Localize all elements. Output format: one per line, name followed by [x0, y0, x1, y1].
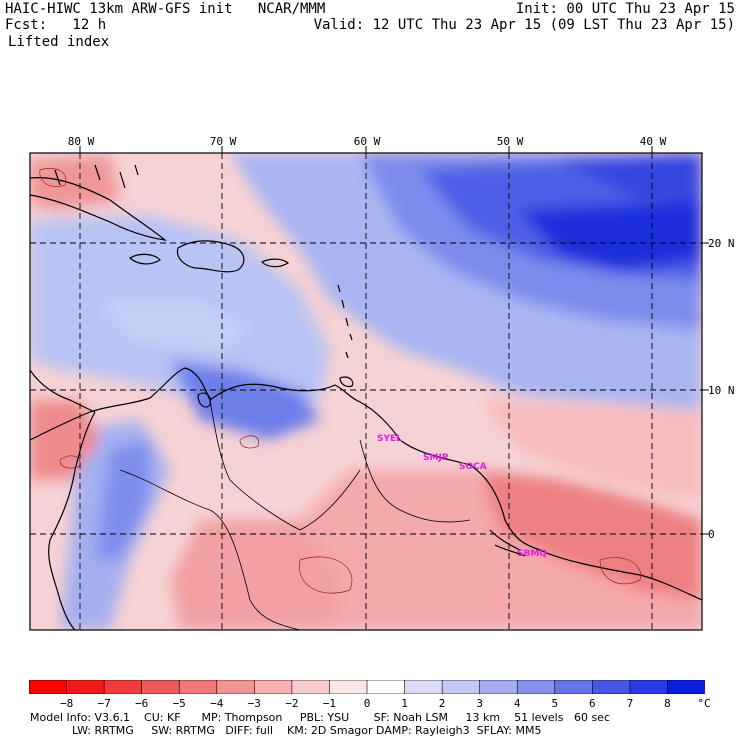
station-smjp: SMJP	[423, 453, 449, 463]
axis-ticks	[79, 146, 709, 535]
lon-label-50w: 50 W	[496, 135, 524, 148]
colorbar-tick-label: −5	[172, 697, 186, 710]
lifted-index-field	[30, 153, 702, 630]
station-sbmq: SBMQ	[517, 549, 547, 559]
colorbar-swatch	[667, 680, 705, 694]
colorbar-tick-label: 3	[476, 697, 483, 710]
init-time: Init: 00 UTC Thu 23 Apr 15	[515, 1, 735, 17]
lon-label-70w: 70 W	[209, 135, 237, 148]
colorbar-tick-label: −8	[59, 697, 74, 710]
station-syel: SYEL	[377, 434, 402, 444]
colorbar-tick-label: 2	[438, 697, 446, 710]
colorbar-swatch	[629, 680, 669, 694]
colorbar-tick-label: 8	[664, 697, 671, 710]
lat-label-20n: 20 N	[708, 237, 735, 250]
colorbar-swatch	[404, 680, 443, 694]
colorbar-swatch	[592, 680, 631, 694]
colorbar-tick-label: 4	[513, 697, 521, 710]
map-frame	[29, 152, 703, 631]
colorbar-swatch	[141, 680, 181, 694]
model-info-line-1: Model Info: V3.6.1 CU: KF MP: Thompson P…	[30, 711, 610, 724]
colorbar-tick-label: −6	[135, 697, 149, 710]
colorbar-tick-label: 0	[363, 697, 371, 710]
colorbar-swatch	[329, 680, 368, 694]
lon-label-60w: 60 W	[353, 135, 381, 148]
lat-label-0: 0	[708, 528, 715, 541]
valid-time: Valid: 12 UTC Thu 23 Apr 15 (09 LST Thu …	[313, 17, 735, 33]
model-info-line-2: LW: RRTMG SW: RRTMG DIFF: full KM: 2D Sm…	[30, 724, 542, 737]
colorbar-tick-label: −7	[97, 697, 111, 710]
colorbar-tick-label: −2	[285, 697, 299, 710]
colorbar-tick-label: −3	[247, 697, 261, 710]
colorbar-swatch	[103, 680, 143, 694]
lon-label-40w: 40 W	[639, 135, 667, 148]
field-name: Lifted index	[8, 34, 110, 50]
lat-label-10n: 10 N	[708, 384, 735, 397]
colorbar-swatch	[66, 680, 105, 694]
colorbar-swatch	[291, 680, 331, 694]
colorbar-tick-label: −4	[210, 697, 224, 710]
colorbar-tick-label: −1	[322, 697, 337, 710]
colorbar-tick-label: 7	[626, 697, 634, 710]
lon-label-80w: 80 W	[67, 135, 95, 148]
colorbar	[29, 680, 705, 694]
colorbar-swatch	[216, 680, 256, 694]
graticule	[30, 153, 702, 630]
colorbar-swatch	[479, 680, 519, 694]
colorbar-swatch	[254, 680, 293, 694]
colorbar-tick-label: 1	[401, 697, 408, 710]
coastlines	[30, 164, 702, 630]
colorbar-swatch	[554, 680, 594, 694]
station-markers: SYEL SMJP SOCA SBMQ	[377, 434, 547, 559]
colorbar-swatch	[441, 680, 481, 694]
colorbar-unit: °C	[697, 697, 711, 710]
colorbar-swatch	[29, 680, 68, 694]
model-title: HAIC-HIWC 13km ARW-GFS init NCAR/MMM	[5, 1, 326, 17]
colorbar-swatch	[178, 680, 218, 694]
colorbar-swatch	[516, 680, 556, 694]
colorbar-swatch	[366, 680, 406, 694]
station-soca: SOCA	[459, 462, 487, 472]
forecast-hour: Fcst: 12 h	[5, 17, 107, 33]
colorbar-tick-label: 6	[588, 697, 596, 710]
colorbar-tick-label: 5	[551, 697, 559, 710]
